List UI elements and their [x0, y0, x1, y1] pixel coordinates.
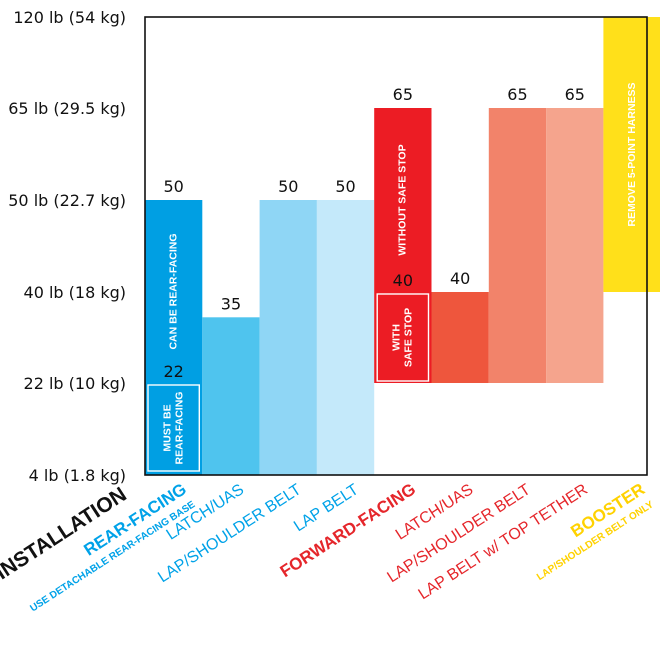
bar-group: 50 — [316, 177, 375, 475]
bar-inner-label: WITHOUT SAFE STOP — [397, 144, 409, 255]
bar-group: REMOVE 5-POINT HARNESS — [603, 17, 660, 292]
bar — [546, 108, 604, 383]
y-tick-label: 120 lb (54 kg) — [13, 8, 126, 27]
inner-note-text: WITH — [391, 324, 403, 351]
y-tick-label: 40 lb (18 kg) — [24, 283, 126, 302]
bar — [316, 200, 375, 475]
bar-group: 65 — [488, 85, 547, 383]
inner-value-label: 22 — [163, 362, 183, 381]
bar-group: 40 — [431, 269, 489, 383]
plot-frame — [144, 16, 648, 476]
y-tick-label: 4 lb (1.8 kg) — [29, 466, 126, 485]
bar-value-label: 65 — [393, 85, 413, 104]
inner-note-box — [376, 293, 430, 382]
y-tick-label: 22 lb (10 kg) — [24, 374, 126, 393]
inner-note-text: MUST BE — [161, 404, 173, 451]
bar-value-label: 65 — [507, 85, 527, 104]
x-category-sublabel: USE DETACHABLE REAR-FACING BASE — [28, 499, 197, 614]
bar — [603, 17, 660, 292]
bars-layer: 50 CAN BE REAR-FACING 22 MUST BE REAR-FACING… — [145, 17, 660, 475]
bar — [374, 108, 432, 383]
y-tick-label: 50 lb (22.7 kg) — [8, 191, 126, 210]
bar-value-label: 50 — [335, 177, 355, 196]
bar-value-label: 50 — [278, 177, 298, 196]
bar-group: 50 CAN BE REAR-FACING 22 MUST BE REAR-FACING — [145, 177, 203, 475]
bar-inner-label: REMOVE 5-POINT HARNESS — [626, 82, 638, 226]
bar-group: 50 — [259, 177, 317, 475]
bar — [259, 200, 317, 475]
bar — [202, 317, 260, 475]
inner-note-text: SAFE STOP — [403, 308, 415, 367]
inner-value-label: 40 — [393, 271, 413, 290]
bar-value-label: 50 — [163, 177, 183, 196]
bar-value-label: 35 — [221, 294, 241, 313]
bar-value-label: 65 — [565, 85, 585, 104]
bar — [145, 200, 203, 475]
inner-note-text: REAR-FACING — [173, 392, 185, 465]
bar-group: 35 — [202, 294, 260, 475]
y-tick-label: 65 lb (29.5 kg) — [8, 99, 126, 118]
bar — [488, 108, 547, 383]
bar-value-label: 40 — [450, 269, 470, 288]
bar-group: 65 — [546, 85, 604, 383]
bar-group: 65 WITHOUT SAFE STOP 40 WITH SAFE STOP — [374, 85, 432, 383]
bar-inner-label: CAN BE REAR-FACING — [167, 233, 179, 349]
inner-note-box — [147, 384, 200, 472]
bar — [431, 292, 489, 383]
y-axis: 4 lb (1.8 kg) 22 lb (10 kg) 40 lb (18 kg) 5… — [8, 8, 126, 485]
